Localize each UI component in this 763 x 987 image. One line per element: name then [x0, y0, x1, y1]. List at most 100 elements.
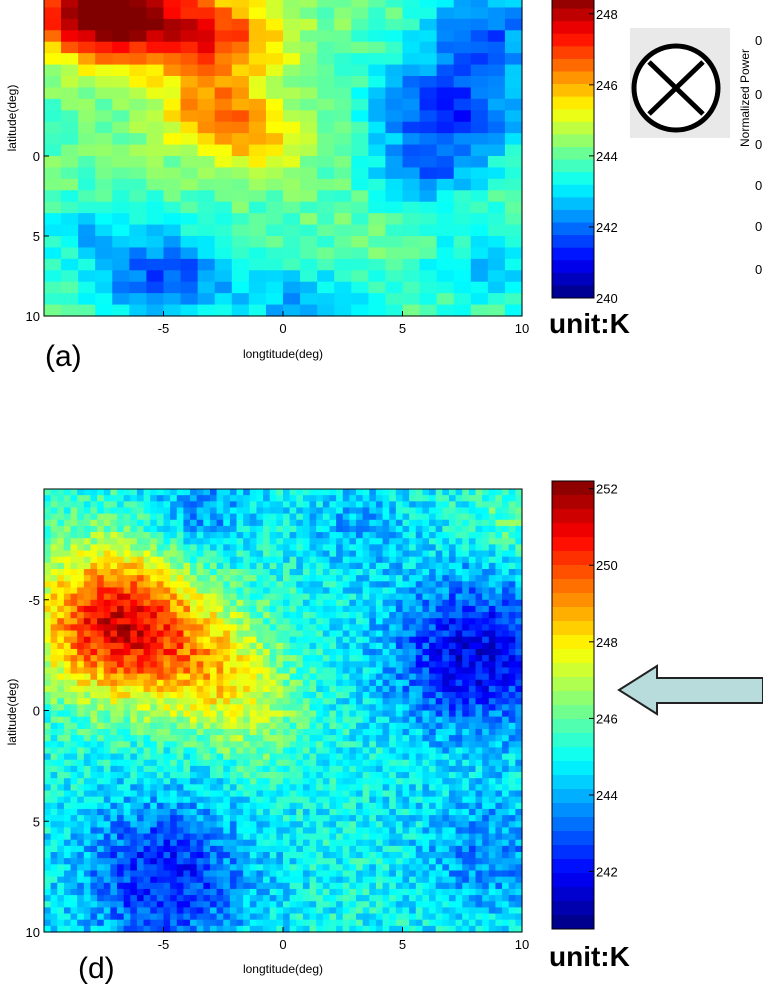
heatmap-cell: [209, 661, 218, 669]
heatmap-cell: [180, 87, 199, 100]
heatmap-cell: [342, 642, 350, 650]
heatmap-cell: [316, 575, 324, 582]
heatmap-cell: [329, 845, 337, 853]
heatmap-cell: [349, 882, 357, 890]
heatmap-cell: [156, 630, 165, 638]
heatmap-cell: [322, 532, 331, 539]
heatmap-cell: [110, 507, 118, 515]
heatmap-cell: [389, 852, 397, 859]
heatmap-cell: [150, 784, 158, 792]
heatmap-cell: [317, 121, 335, 134]
heatmap-cell: [322, 913, 331, 921]
heatmap-cell: [176, 747, 185, 755]
heatmap-cell: [95, 201, 113, 214]
heatmap-cell: [90, 747, 98, 755]
heatmap-cell: [216, 772, 224, 779]
heatmap-cell: [369, 833, 377, 841]
heatmap-cell: [123, 587, 131, 595]
heatmap-cell: [248, 270, 267, 283]
heatmap-cell: [117, 759, 125, 767]
heatmap-cell: [209, 642, 218, 650]
heatmap-cell: [362, 593, 370, 601]
colorbar-segment: [552, 235, 594, 249]
heatmap-cell: [487, 247, 506, 260]
heatmap-cell: [487, 178, 506, 191]
heatmap-cell: [256, 716, 264, 724]
heatmap-cell: [334, 41, 352, 54]
heatmap-cell: [382, 845, 390, 853]
heatmap-cell: [78, 293, 96, 306]
heatmap-cell: [143, 648, 151, 656]
heatmap-cell: [216, 821, 224, 828]
heatmap-cell: [117, 704, 125, 712]
heatmap-cell: [265, 53, 284, 66]
heatmap-cell: [316, 556, 324, 564]
heatmap-cell: [97, 544, 105, 552]
heatmap-cell: [170, 698, 178, 705]
heatmap-cell: [170, 759, 178, 767]
heatmap-cell: [214, 121, 233, 134]
heatmap-cell: [504, 53, 523, 66]
heatmap-cell: [190, 925, 198, 933]
heatmap-cell: [143, 784, 151, 792]
heatmap-cell: [276, 796, 284, 804]
heatmap-cell: [170, 852, 178, 859]
heatmap-cell: [342, 495, 350, 502]
heatmap-cell: [236, 575, 244, 582]
heatmap-cell: [196, 765, 204, 773]
heatmap-cell: [415, 815, 424, 822]
heatmap-cell: [223, 495, 231, 502]
heatmap-cell: [103, 636, 111, 644]
heatmap-cell: [163, 18, 182, 31]
heatmap-cell: [57, 765, 65, 773]
heatmap-cell: [223, 827, 231, 835]
heatmap-cell: [236, 722, 244, 730]
heatmap-cell: [316, 636, 324, 644]
heatmap-cell: [57, 667, 65, 675]
heatmap-cell: [110, 599, 118, 607]
heatmap-cell: [236, 495, 244, 502]
heatmap-cell: [170, 636, 178, 644]
heatmap-cell: [183, 852, 191, 859]
colorbar-segment: [552, 109, 594, 123]
heatmap-cell: [97, 562, 105, 570]
heatmap-cell: [223, 507, 231, 515]
heatmap-cell: [322, 753, 331, 761]
heatmap-cell: [375, 888, 384, 896]
heatmap-cell: [57, 919, 65, 927]
heatmap-cell: [322, 772, 331, 779]
heatmap-cell: [362, 587, 370, 595]
heatmap-cell: [209, 925, 218, 933]
heatmap-cell: [90, 612, 98, 619]
heatmap-cell: [368, 270, 387, 283]
heatmap-cell: [83, 544, 92, 552]
heatmap-cell: [302, 864, 311, 872]
heatmap-cell: [402, 281, 421, 294]
heatmap-cell: [349, 624, 357, 632]
heatmap-cell: [276, 735, 284, 742]
heatmap-cell: [229, 642, 238, 650]
heatmap-cell: [289, 550, 297, 558]
heatmap-cell: [415, 821, 424, 828]
heatmap-cell: [216, 722, 224, 730]
heatmap-cell: [336, 895, 344, 902]
heatmap-cell: [249, 747, 258, 755]
heatmap-cell: [129, 167, 148, 180]
heatmap-cell: [156, 618, 165, 625]
heatmap-cell: [504, 190, 523, 203]
heatmap-cell: [415, 612, 424, 619]
heatmap-cell: [504, 41, 523, 54]
heatmap-cell: [309, 673, 317, 681]
heatmap-cell: [103, 888, 111, 896]
heatmap-cell: [209, 882, 218, 890]
heatmap-cell: [356, 605, 364, 613]
heatmap-cell: [369, 538, 377, 545]
heatmap-cell: [83, 815, 92, 822]
heatmap-cell: [453, 98, 472, 111]
heatmap-cell: [90, 759, 98, 767]
heatmap-cell: [97, 722, 105, 730]
heatmap-cell: [110, 864, 118, 872]
heatmap-cell: [190, 821, 198, 828]
heatmap-cell: [61, 247, 79, 260]
heatmap-cell: [156, 858, 165, 865]
